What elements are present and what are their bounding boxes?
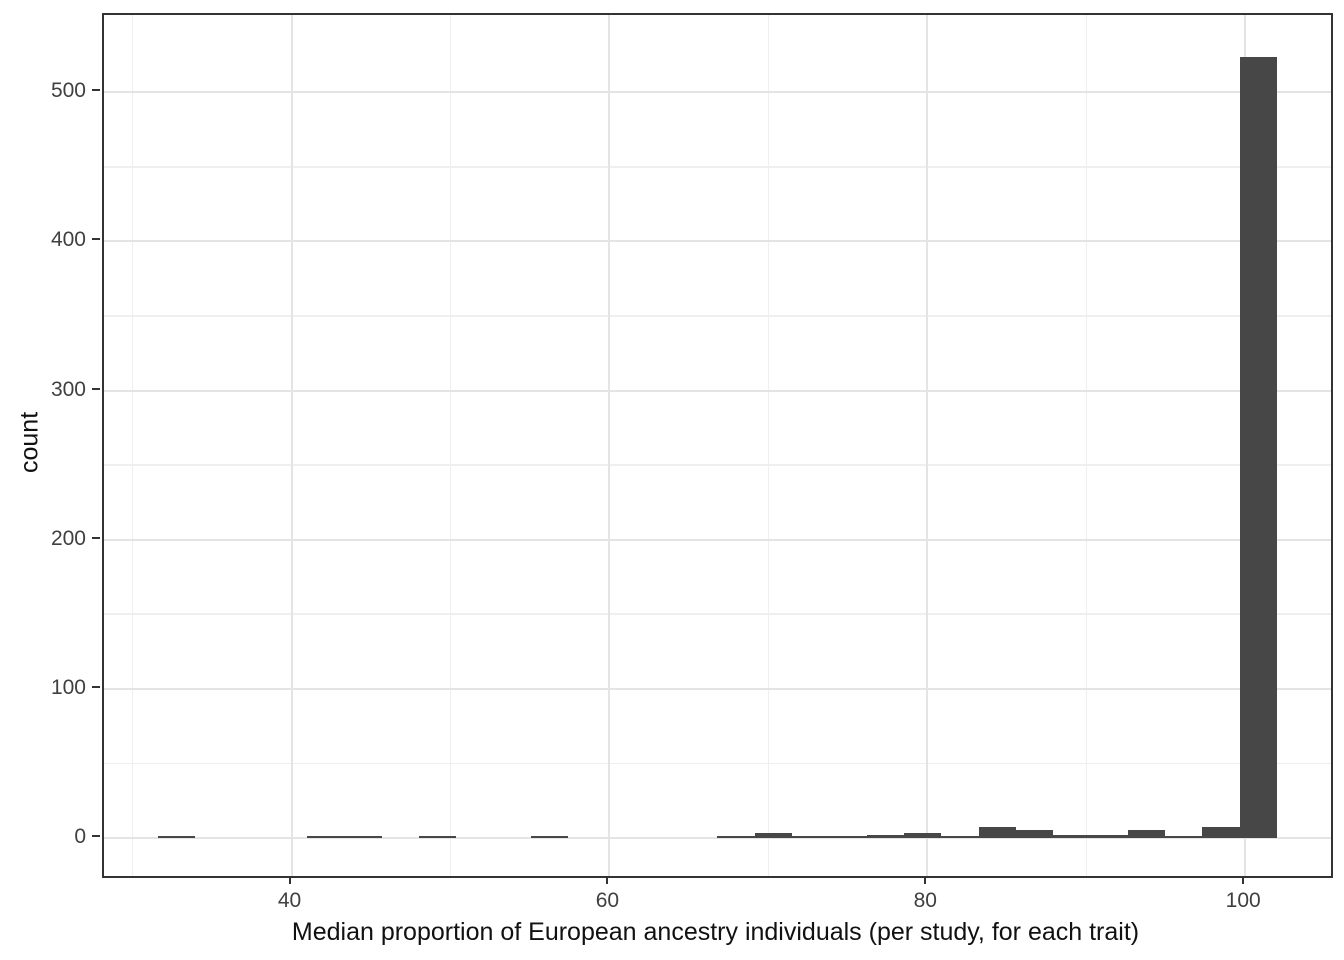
y-tick-label: 400 [50,228,86,252]
y-axis-tick [92,387,100,390]
y-major-gridline [104,240,1331,243]
y-tick-label: 500 [50,79,86,103]
histogram-bar [1239,56,1278,838]
x-major-gridline [926,15,929,876]
histogram-bar [717,836,755,838]
histogram-bar [978,827,1016,838]
y-axis-tick [92,834,100,837]
x-tick-label: 100 [1225,889,1261,912]
y-major-gridline [104,91,1331,94]
histogram-bar [1202,827,1240,838]
y-minor-gridline [104,464,1331,466]
y-minor-gridline [104,315,1331,317]
y-tick-label: 0 [74,824,86,848]
y-major-gridline [104,836,1331,839]
histogram-bar [419,836,457,838]
histogram-bar [1164,836,1203,838]
x-tick-label: 80 [913,889,937,912]
y-axis-tick [92,238,100,241]
x-major-gridline [290,15,293,876]
histogram-bar [530,836,569,838]
x-tick-label: 40 [277,889,302,912]
y-axis-tick [92,685,100,688]
y-axis-title: count [15,411,44,473]
y-minor-gridline [104,762,1331,764]
y-tick-label: 200 [50,526,86,550]
x-minor-gridline [1085,15,1087,876]
y-major-gridline [104,538,1331,541]
y-major-gridline [104,687,1331,690]
x-axis-tick [924,876,927,884]
histogram-bar [904,833,942,838]
y-tick-label: 300 [50,377,86,401]
histogram-bar [866,834,904,838]
histogram-bar [1090,834,1128,838]
y-minor-gridline [104,613,1331,615]
histogram-bar [1127,830,1166,838]
histogram-bar [941,836,979,838]
histogram-bar [754,833,793,838]
x-axis-title: Median proportion of European ancestry i… [291,918,1140,946]
x-tick-label: 60 [595,889,620,912]
x-axis-tick [606,876,609,884]
histogram-bar [344,836,382,838]
x-major-gridline [608,15,611,876]
x-minor-gridline [449,15,452,876]
x-minor-gridline [131,15,134,876]
histogram-bar [829,836,867,838]
histogram-bar [1015,830,1054,838]
histogram-bar [1053,834,1091,838]
histogram-bar [307,836,345,838]
x-axis-tick [1242,876,1245,884]
y-axis-tick [92,89,100,92]
histogram-bar [792,836,830,838]
y-minor-gridline [104,166,1331,168]
y-major-gridline [104,389,1331,392]
plot-panel [102,13,1333,878]
y-tick-label: 100 [50,675,86,699]
x-axis-tick [288,876,291,884]
y-axis-tick [92,536,100,539]
histogram-bar [157,836,196,838]
x-minor-gridline [767,15,770,876]
